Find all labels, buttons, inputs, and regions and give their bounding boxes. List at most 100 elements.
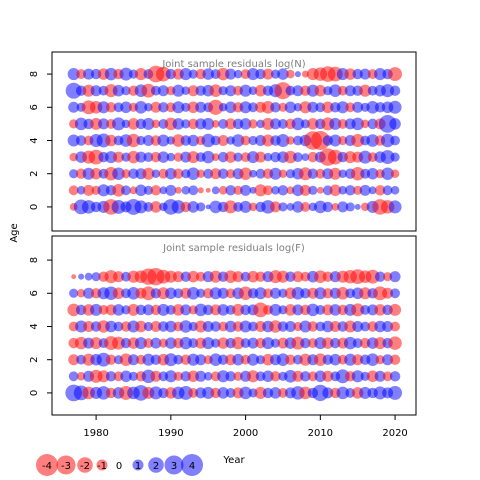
residual-bubble — [155, 66, 171, 82]
residual-bubble — [277, 68, 289, 80]
residual-bubble — [315, 304, 326, 315]
residual-bubble — [291, 287, 305, 300]
residual-bubble — [68, 101, 80, 113]
residual-bubble — [165, 68, 177, 80]
residual-bubble — [247, 337, 259, 349]
residual-bubble — [247, 353, 260, 366]
residual-bubble — [261, 134, 275, 147]
residual-bubble — [143, 185, 154, 195]
residual-bubble — [210, 168, 222, 180]
residual-bubble — [382, 185, 393, 196]
residual-bubble — [300, 371, 311, 382]
residual-bubble — [78, 273, 85, 280]
residual-bubble — [69, 288, 79, 298]
residual-bubble — [322, 387, 334, 399]
residual-bubble — [76, 186, 86, 195]
residual-bubble — [292, 201, 304, 213]
residual-bubble — [104, 67, 118, 81]
residual-bubble — [172, 101, 185, 114]
residual-bubble — [105, 371, 117, 382]
residual-bubble — [97, 184, 110, 197]
residual-bubble — [351, 370, 364, 383]
residual-bubble — [202, 117, 215, 130]
x-axis-label: Year — [222, 455, 245, 466]
residual-bubble — [127, 118, 140, 130]
residual-bubble — [278, 387, 288, 398]
residual-bubble — [144, 103, 153, 112]
residual-bubble — [335, 369, 350, 384]
residual-bubble — [300, 337, 311, 349]
residual-bubble — [263, 288, 273, 299]
residual-bubble — [274, 82, 292, 100]
residual-bubble — [188, 69, 198, 79]
residual-bubble — [171, 200, 186, 214]
residual-bubble — [159, 186, 168, 195]
residual-bubble — [382, 320, 394, 332]
residual-bubble — [143, 338, 154, 349]
residual-bubble — [269, 201, 281, 213]
residual-bubble — [67, 134, 80, 147]
residual-bubble — [307, 321, 319, 332]
residual-bubble — [247, 68, 260, 81]
residual-bubble — [112, 117, 126, 131]
residual-bubble — [217, 168, 229, 179]
residual-bubble — [179, 68, 192, 81]
residual-bubble — [164, 353, 178, 367]
residual-bubble — [374, 68, 387, 81]
residual-bubble — [134, 337, 147, 350]
residual-bubble — [248, 102, 258, 113]
residual-bubble — [350, 166, 365, 181]
residual-bubble — [211, 120, 220, 128]
residual-bubble — [196, 288, 206, 298]
residual-bubble — [67, 303, 80, 317]
residual-bubble — [337, 201, 349, 213]
residual-bubble — [277, 185, 289, 196]
legend-label: 0 — [116, 461, 122, 472]
residual-bubble — [75, 135, 87, 146]
residual-bubble — [225, 371, 236, 382]
residual-bubble — [172, 271, 184, 283]
y-tick-label: 6 — [29, 290, 40, 296]
residual-bubble — [388, 385, 403, 400]
residual-bubble — [143, 152, 154, 163]
residual-bubble — [128, 168, 139, 179]
residual-bubble — [388, 336, 402, 350]
residual-bubble — [390, 288, 400, 299]
residual-bubble — [368, 186, 377, 195]
residual-bubble — [90, 337, 103, 350]
residual-bubble — [269, 387, 282, 399]
residual-bubble — [338, 186, 348, 195]
residual-bubble — [314, 200, 327, 214]
residual-bubble — [233, 152, 243, 162]
residual-bubble — [224, 151, 237, 163]
residual-bubble — [157, 151, 170, 163]
residual-bubble — [165, 337, 177, 349]
residual-bubble — [306, 303, 320, 317]
legend-label: 2 — [153, 461, 159, 472]
residual-bubble — [239, 200, 252, 213]
legend-bubble — [77, 457, 93, 473]
residual-bubble — [240, 184, 252, 196]
residual-bubble — [270, 102, 281, 113]
residual-bubble — [226, 169, 236, 179]
residual-bubble — [374, 304, 386, 316]
residual-bubble — [173, 371, 183, 381]
residual-bubble — [300, 288, 311, 299]
residual-bubble — [225, 118, 237, 130]
residual-bubble — [278, 169, 288, 178]
residual-bubble — [134, 68, 147, 81]
residual-bubble — [314, 287, 327, 300]
residual-bubble — [135, 184, 147, 197]
residual-bubble — [141, 286, 156, 301]
residual-bubble — [119, 67, 133, 81]
residual-bubble — [202, 68, 214, 80]
residual-bubble — [359, 184, 371, 196]
residual-bubble — [135, 320, 147, 333]
residual-bubble — [285, 85, 296, 96]
residual-bubble — [76, 372, 86, 381]
residual-bubble — [284, 101, 297, 114]
residual-bubble — [389, 271, 401, 283]
residual-bubble — [366, 353, 379, 366]
residual-bubble — [240, 135, 251, 146]
residual-bubble — [284, 320, 296, 332]
